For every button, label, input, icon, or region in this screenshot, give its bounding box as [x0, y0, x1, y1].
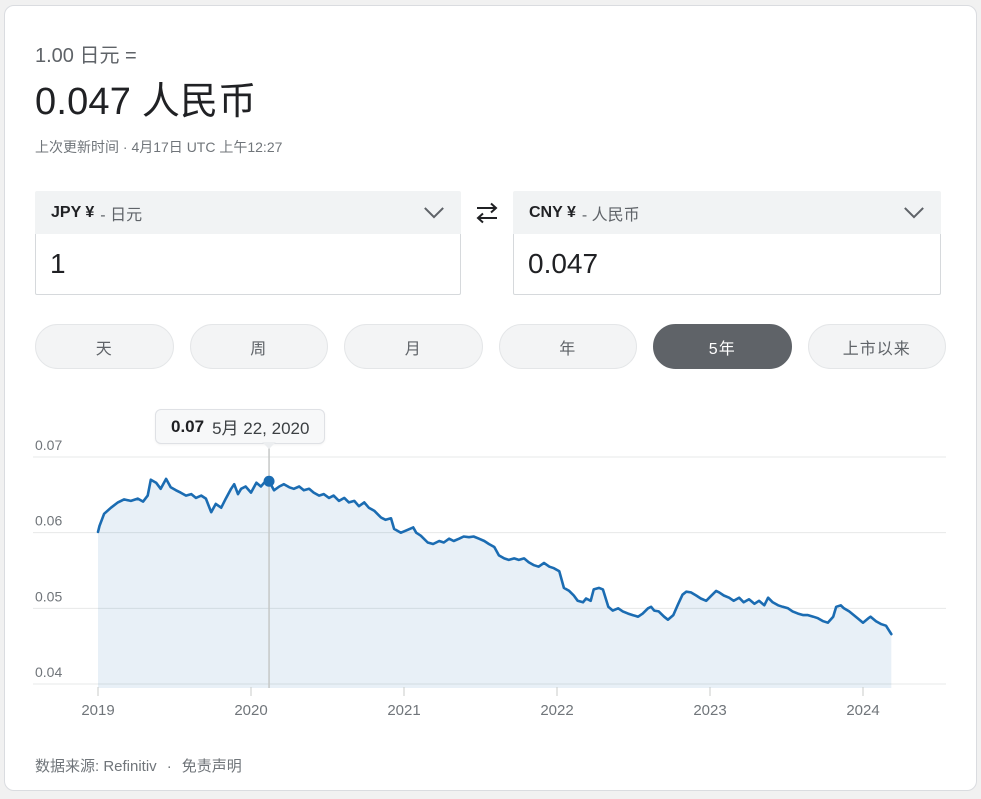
- to-amount-input[interactable]: [513, 234, 941, 295]
- x-axis-label: 2019: [81, 702, 114, 719]
- marker-dot: [263, 475, 275, 487]
- range-button-5y[interactable]: 5年: [653, 324, 792, 369]
- swap-currencies-button[interactable]: [465, 191, 509, 234]
- to-currency-panel: CNY ¥ - 人民币: [513, 191, 941, 295]
- rate-line-path: [96, 477, 893, 636]
- tooltip-date: 5月 22, 2020: [212, 419, 310, 438]
- range-button-year[interactable]: 年: [498, 324, 637, 369]
- x-axis-label: 2023: [693, 702, 726, 719]
- from-amount-input[interactable]: [35, 234, 461, 295]
- y-axis-label: 0.04: [35, 664, 62, 680]
- last-updated: 上次更新时间 · 4月17日 UTC 上午12:27: [35, 139, 283, 155]
- converter-row: JPY ¥ - 日元 CNY ¥ - 人民币: [35, 191, 941, 295]
- area-fill: [98, 478, 892, 688]
- from-currency-panel: JPY ¥ - 日元: [35, 191, 461, 295]
- to-currency-dropdown[interactable]: CNY ¥ - 人民币: [513, 191, 941, 234]
- chart-section: 0.07 5月 22, 2020 0.07 0.06 0.05 0.04 2019 202…: [31, 401, 952, 731]
- rate-chart-svg[interactable]: 0.07 0.06 0.05 0.04 2019 2020 2021 2022 2023 2024: [31, 426, 952, 726]
- unit-line: 1.00 日元 =: [35, 45, 137, 67]
- range-button-day[interactable]: 天: [35, 324, 174, 369]
- tooltip-value: 0.07: [171, 416, 205, 436]
- from-currency-dropdown[interactable]: JPY ¥ - 日元: [35, 191, 461, 234]
- x-axis-label: 2022: [540, 702, 573, 719]
- chevron-down-icon: [424, 207, 444, 219]
- disclaimer-link[interactable]: 免责声明: [181, 758, 242, 775]
- rate-value: 0.047 人民币: [35, 81, 257, 123]
- data-source-label: 数据来源: Refinitiv: [35, 758, 157, 775]
- currency-converter-card: 1.00 日元 = 0.047 人民币 上次更新时间 · 4月17日 UTC 上…: [4, 5, 977, 791]
- y-axis-label: 0.06: [35, 513, 62, 529]
- swap-horizontal-icon: [476, 202, 498, 223]
- y-axis-label: 0.05: [35, 588, 62, 604]
- chart-footer: 数据来源: Refinitiv · 免责声明: [35, 755, 242, 776]
- chart-tooltip: 0.07 5月 22, 2020: [155, 409, 326, 444]
- x-axis-label: 2020: [234, 702, 267, 719]
- range-button-week[interactable]: 周: [189, 324, 328, 369]
- to-currency-code: CNY ¥: [529, 203, 576, 221]
- x-axis-label: 2021: [387, 702, 420, 719]
- range-button-max[interactable]: 上市以来: [807, 324, 946, 369]
- from-currency-name: - 日元: [100, 206, 143, 224]
- x-axis-label: 2024: [846, 702, 879, 719]
- to-currency-name: - 人民币: [581, 206, 640, 224]
- chevron-down-icon: [904, 207, 924, 219]
- from-currency-code: JPY ¥: [51, 203, 95, 221]
- range-button-month[interactable]: 月: [344, 324, 483, 369]
- time-range-buttons: 天 周 月 年 5年 上市以来: [35, 324, 946, 369]
- y-axis-label: 0.07: [35, 437, 62, 453]
- footer-separator: ·: [166, 758, 172, 775]
- tooltip-arrow: [262, 442, 276, 449]
